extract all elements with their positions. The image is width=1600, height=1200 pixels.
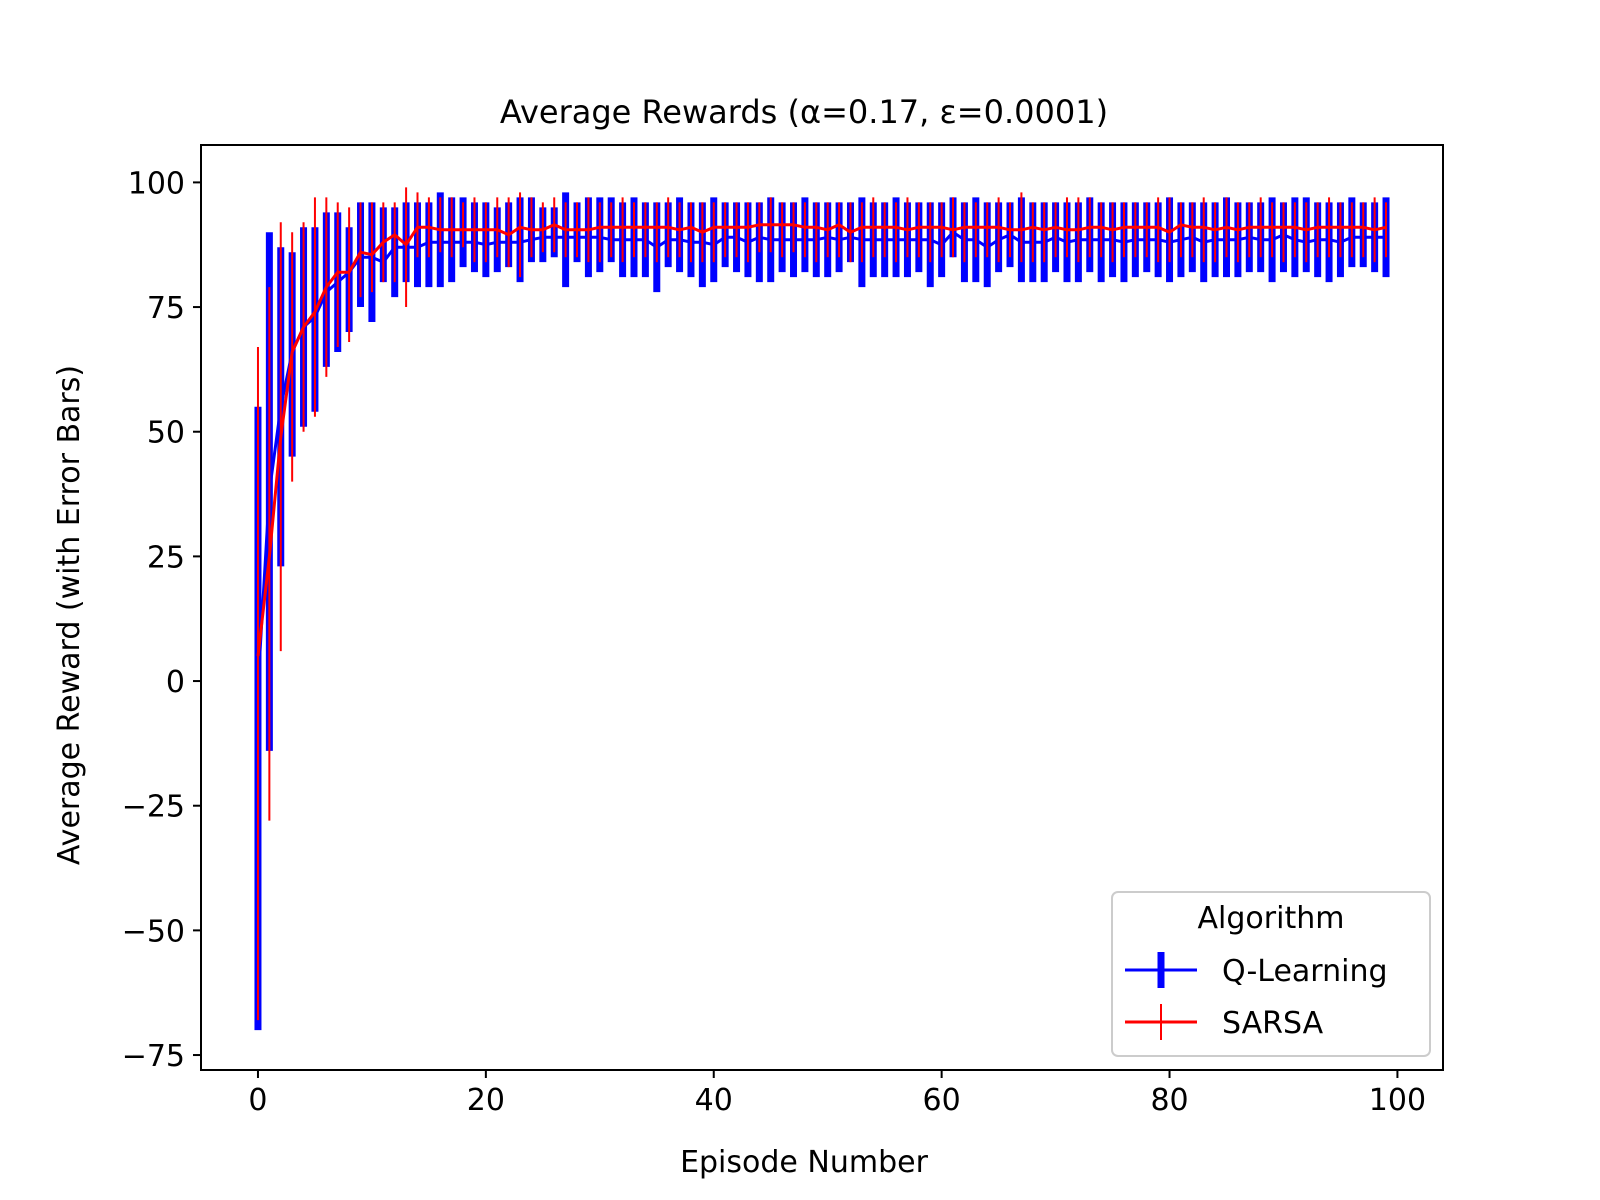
x-tick-label: 40	[695, 1083, 733, 1118]
legend-q-learning-label: Q-Learning	[1222, 954, 1388, 989]
legend-title: Algorithm	[1198, 901, 1345, 936]
y-tick-label: 50	[147, 416, 185, 451]
y-axis-label: Average Reward (with Error Bars)	[52, 365, 87, 865]
y-tick-label: 0	[166, 665, 185, 700]
x-tick-label: 0	[248, 1083, 267, 1118]
series-sarsa	[256, 187, 1388, 1021]
legend-item-sarsa: SARSA	[1125, 1004, 1324, 1041]
y-tick-label: −25	[122, 790, 185, 825]
plot-area	[254, 187, 1390, 1031]
y-tick-label: 25	[147, 540, 185, 575]
y-axis: −75 −50 −25 0 25 50 75 100	[122, 166, 201, 1074]
x-tick-label: 20	[467, 1083, 505, 1118]
legend-sarsa-label: SARSA	[1222, 1006, 1324, 1041]
y-tick-label: −50	[122, 914, 185, 949]
sarsa-line	[256, 223, 1387, 657]
x-axis: 0 20 40 60 80 100	[248, 1070, 1426, 1118]
legend-box	[1111, 891, 1431, 1057]
x-axis-label: Episode Number	[680, 1145, 929, 1180]
plot-frame	[200, 144, 1444, 1071]
x-tick-label: 100	[1369, 1083, 1426, 1118]
q-learning-line	[256, 230, 1386, 687]
x-tick-label: 80	[1150, 1083, 1188, 1118]
legend-item-q-learning: Q-Learning	[1125, 952, 1388, 989]
x-tick-label: 60	[923, 1083, 961, 1118]
y-tick-label: −75	[122, 1039, 185, 1074]
y-tick-label: 100	[128, 166, 185, 201]
chart-title: Average Rewards (α=0.17, ε=0.0001)	[500, 93, 1108, 131]
y-tick-label: 75	[147, 291, 185, 326]
legend: Algorithm Q-Learning SARSA	[1111, 891, 1431, 1057]
